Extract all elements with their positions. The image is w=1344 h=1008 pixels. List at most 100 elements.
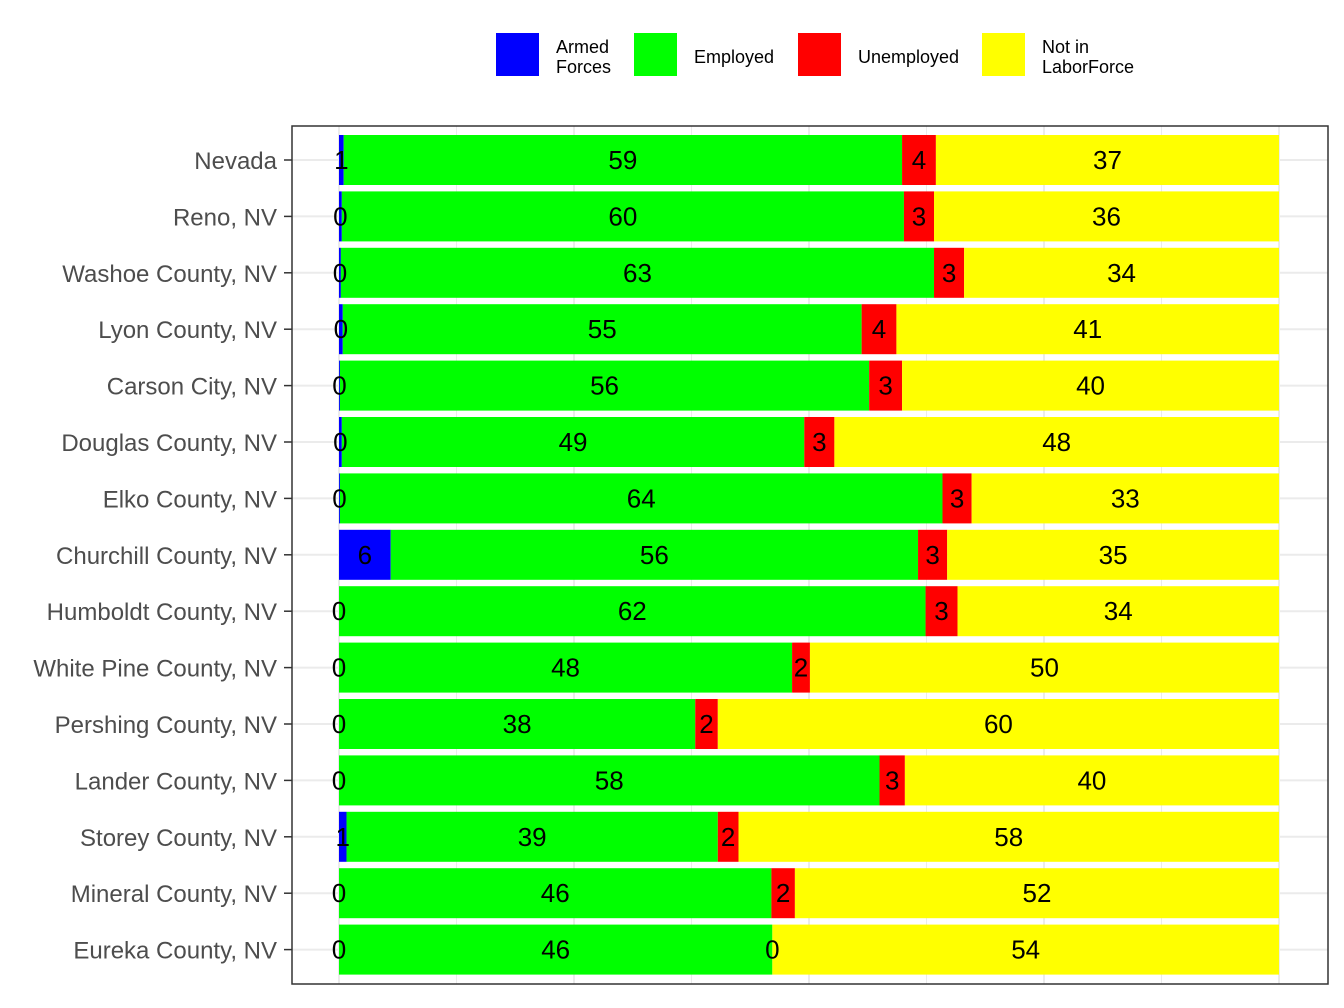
- bar-value-labels: 1 59 4 370 60 3 360 63 3 340 55 4 410 56 3 400 49 3 480 64 3…: [332, 145, 1140, 965]
- bar-value-label: 34: [1104, 596, 1133, 626]
- bar-value-label: 3: [885, 765, 899, 795]
- bar-value-label: 2: [721, 822, 735, 852]
- bar-segment-employed: [346, 811, 718, 862]
- bar-segment-unemployed: [903, 191, 935, 242]
- bar-segment-armed-forces: [339, 304, 343, 355]
- bar-value-label: 56: [640, 540, 669, 570]
- legend-key-employed: [634, 33, 677, 76]
- bar-value-label: 0: [765, 935, 779, 965]
- bar-value-label: 4: [872, 314, 886, 344]
- bar-value-label: 56: [590, 371, 619, 401]
- bar-value-label: 50: [1030, 653, 1059, 683]
- y-axis-category-label: Humboldt County, NV: [47, 599, 277, 626]
- bar-segment-not-in-laborforce: [896, 304, 1279, 355]
- bar-segment-not-in-laborforce: [904, 755, 1279, 806]
- bar-segment-unemployed: [792, 642, 810, 693]
- bar-value-label: 48: [551, 653, 580, 683]
- legend-label: Armed Forces: [556, 37, 611, 77]
- bar-segment-not-in-laborforce: [957, 586, 1279, 637]
- bar-segment-unemployed: [902, 135, 936, 185]
- bar-segment-not-in-laborforce: [834, 417, 1279, 467]
- y-axis-category-label: Washoe County, NV: [62, 261, 277, 288]
- bar-value-label: 39: [518, 822, 547, 852]
- bar-value-label: 64: [627, 483, 656, 513]
- bar-value-label: 0: [332, 765, 346, 795]
- bar-value-label: 3: [950, 483, 964, 513]
- bar-segment-not-in-laborforce: [935, 135, 1279, 185]
- bar-value-label: 46: [541, 878, 570, 908]
- bar-segment-not-in-laborforce: [794, 868, 1279, 919]
- bar-value-label: 48: [1042, 427, 1071, 457]
- bar-segment-armed-forces: [339, 529, 391, 580]
- y-axis-category-label: Pershing County, NV: [55, 712, 277, 739]
- bar-segment-unemployed: [695, 699, 718, 749]
- bar-value-label: 52: [1022, 878, 1051, 908]
- bar-segment-unemployed: [918, 529, 948, 580]
- legend-label: Not in LaborForce: [1042, 37, 1134, 77]
- y-axis-category-label: Elko County, NV: [103, 486, 277, 513]
- bar-segment-employed: [390, 529, 919, 580]
- bar-segment-armed-forces: [339, 811, 347, 862]
- bar-segment-employed: [340, 247, 935, 298]
- legend-label: Unemployed: [858, 47, 959, 67]
- bar-segment-not-in-laborforce: [738, 811, 1279, 862]
- bar-segment-not-in-laborforce: [902, 360, 1279, 411]
- bar-value-label: 3: [912, 201, 926, 231]
- bar-value-label: 0: [332, 483, 346, 513]
- bar-value-label: 38: [503, 709, 532, 739]
- bar-segment-employed: [339, 868, 772, 919]
- bar-segment-unemployed: [934, 247, 965, 298]
- bar-segment-armed-forces: [339, 247, 341, 298]
- bar-value-label: 34: [1107, 258, 1136, 288]
- bar-value-label: 0: [333, 201, 347, 231]
- y-axis-category-label: Carson City, NV: [107, 374, 277, 401]
- bar-value-label: 49: [559, 427, 588, 457]
- bar-segment-not-in-laborforce: [947, 529, 1279, 580]
- bar-segment-armed-forces: [339, 135, 344, 185]
- bar-value-label: 0: [333, 258, 347, 288]
- bar-segment-employed: [341, 191, 904, 242]
- bar-segment-unemployed: [942, 473, 972, 524]
- bar-segment-not-in-laborforce: [964, 247, 1279, 298]
- y-axis-category-label: Lander County, NV: [75, 768, 277, 795]
- bar-value-label: 58: [595, 765, 624, 795]
- bar-value-label: 1: [334, 145, 348, 175]
- bar-value-label: 60: [984, 709, 1013, 739]
- bar-value-label: 0: [332, 371, 346, 401]
- bar-value-label: 59: [608, 145, 637, 175]
- y-axis-category-label: Storey County, NV: [80, 825, 277, 852]
- bar-value-label: 0: [332, 709, 346, 739]
- bar-value-label: 33: [1111, 483, 1140, 513]
- bar-segment-unemployed: [869, 360, 903, 411]
- bar-value-label: 0: [334, 314, 348, 344]
- bar-value-label: 0: [332, 653, 346, 683]
- bar-segment-employed: [341, 417, 805, 467]
- bar-value-label: 3: [934, 596, 948, 626]
- bar-value-label: 6: [358, 540, 372, 570]
- y-axis-category-label: Eureka County, NV: [73, 938, 277, 965]
- bar-value-label: 40: [1076, 371, 1105, 401]
- bar-segment-unemployed: [717, 811, 739, 862]
- bar-value-label: 3: [925, 540, 939, 570]
- bar-value-label: 3: [812, 427, 826, 457]
- bar-value-label: 55: [588, 314, 617, 344]
- bar-value-label: 46: [541, 935, 570, 965]
- bar-value-label: 63: [623, 258, 652, 288]
- bar-segment-employed: [339, 360, 870, 411]
- y-axis-category-label: Nevada: [194, 148, 277, 175]
- legend-key-unemployed: [798, 33, 841, 76]
- legend: Armed Forces Employed Unemployed Not in Labor…: [496, 33, 1134, 77]
- bar-segment-armed-forces: [339, 360, 340, 411]
- bar-segment-not-in-laborforce: [934, 191, 1279, 242]
- bar-value-label: 58: [994, 822, 1023, 852]
- y-axis-category-label: White Pine County, NV: [33, 656, 277, 683]
- bar-segment-not-in-laborforce: [772, 924, 1279, 975]
- legend-key-armed-forces: [496, 33, 539, 76]
- y-axis-category-label: Lyon County, NV: [98, 317, 277, 344]
- bar-segment-armed-forces: [339, 191, 342, 242]
- bar-segment-employed: [339, 924, 773, 975]
- bar-segment-employed: [339, 755, 880, 806]
- bar-value-label: 37: [1093, 145, 1122, 175]
- bar-value-label: 41: [1073, 314, 1102, 344]
- legend-key-not-in-laborforce: [982, 33, 1025, 76]
